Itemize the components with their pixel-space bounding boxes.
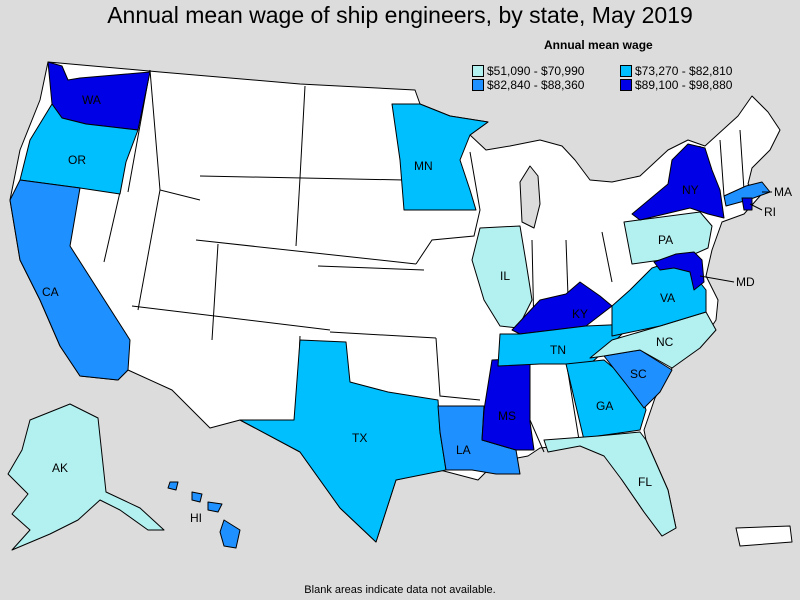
hi-island-maui: [207, 501, 223, 513]
label-HI: HI: [190, 511, 202, 525]
label-SC: SC: [630, 367, 647, 381]
label-FL: FL: [638, 475, 652, 489]
legend-swatch-4: [620, 79, 632, 91]
hi-island-big: [219, 519, 241, 549]
state-MS[interactable]: [481, 357, 535, 451]
legend-swatch-2: [620, 65, 632, 77]
legend-item-4: $89,100 - $98,880: [620, 78, 732, 92]
state-AK[interactable]: [7, 403, 165, 551]
state-RI[interactable]: [741, 197, 753, 211]
legend-label-4: $89,100 - $98,880: [635, 78, 733, 92]
legend-item-1: $51,090 - $70,990: [472, 64, 584, 78]
label-PA: PA: [658, 233, 673, 247]
legend-label-1: $51,090 - $70,990: [487, 64, 585, 78]
label-MA: MA: [774, 185, 792, 199]
label-NY: NY: [682, 183, 699, 197]
state-FL[interactable]: [543, 431, 677, 537]
label-GA: GA: [596, 399, 613, 413]
state-MN[interactable]: [391, 103, 489, 211]
label-NC: NC: [656, 335, 674, 349]
legend-swatch-3: [472, 79, 484, 91]
state-MD[interactable]: [653, 251, 705, 291]
hi-island-kauai: [167, 481, 179, 491]
state-OR[interactable]: [19, 103, 139, 195]
label-MN: MN: [414, 159, 433, 173]
map-title: Annual mean wage of ship engineers, by s…: [107, 2, 693, 28]
label-LA: LA: [456, 443, 471, 457]
leader-md: [699, 275, 735, 283]
legend-label-2: $73,270 - $82,810: [635, 64, 733, 78]
legend-item-3: $82,840 - $88,360: [472, 78, 584, 92]
label-TN: TN: [550, 343, 566, 357]
label-MS: MS: [498, 409, 516, 423]
state-PA[interactable]: [623, 211, 713, 265]
hi-island-oahu: [191, 491, 203, 503]
legend-swatch-1: [472, 65, 484, 77]
state-HI[interactable]: [167, 481, 241, 549]
leader-ri: [749, 203, 763, 211]
label-AK: AK: [52, 461, 68, 475]
label-KY: KY: [572, 307, 588, 321]
lake-michigan: [519, 165, 541, 229]
puerto-rico: [735, 525, 793, 547]
label-OR: OR: [68, 153, 86, 167]
state-TX[interactable]: [239, 339, 447, 543]
legend-label-3: $82,840 - $88,360: [487, 78, 585, 92]
label-IL: IL: [500, 269, 510, 283]
footnote: Blank areas indicate data not available.: [304, 584, 496, 596]
label-TX: TX: [352, 431, 367, 445]
label-RI: RI: [764, 205, 776, 219]
legend-item-2: $73,270 - $82,810: [620, 64, 732, 78]
legend-title: Annual mean wage: [544, 38, 653, 52]
state-NC[interactable]: [589, 311, 717, 369]
state-CA[interactable]: [9, 179, 131, 381]
label-VA: VA: [660, 291, 675, 305]
label-MD: MD: [736, 275, 755, 289]
label-CA: CA: [42, 285, 59, 299]
state-NY[interactable]: [631, 143, 725, 221]
label-WA: WA: [82, 93, 101, 107]
